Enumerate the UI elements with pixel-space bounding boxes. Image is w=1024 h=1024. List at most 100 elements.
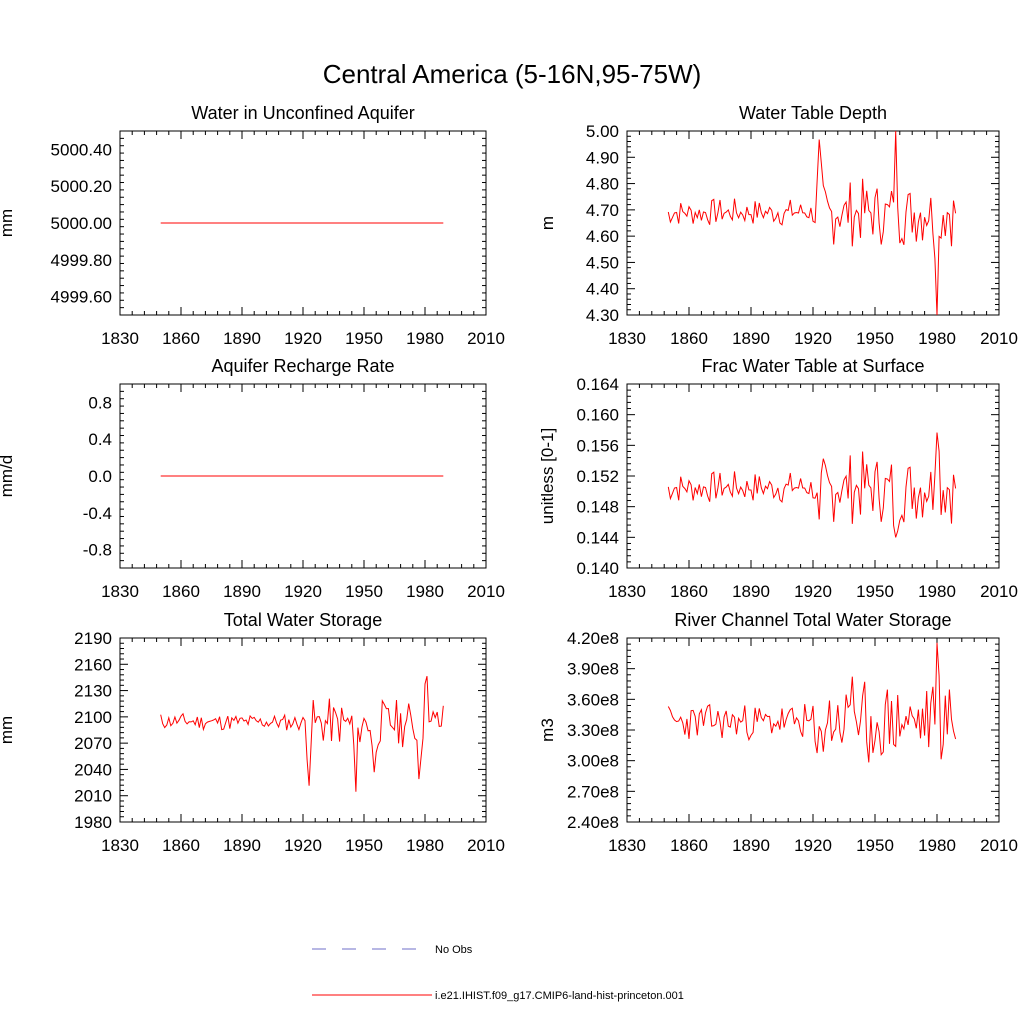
legend: No Obs i.e21.IHIST.f09_g17.CMIP6-land-hi…: [312, 944, 684, 1002]
y-tick-label: 2010: [74, 787, 112, 806]
panel-title: Total Water Storage: [224, 610, 382, 630]
x-tick-label: 1950: [856, 582, 894, 601]
y-tick-label: 0.148: [576, 498, 619, 517]
x-tick-label: 1830: [608, 329, 646, 348]
y-tick-label: 2070: [74, 734, 112, 753]
y-tick-label: 5000.20: [51, 177, 112, 196]
y-tick-label: -0.4: [83, 504, 112, 523]
y-tick-label: 5000.40: [51, 140, 112, 159]
x-tick-label: 1830: [101, 329, 139, 348]
x-tick-label: 2010: [980, 329, 1018, 348]
chart-panel-4: Frac Water Table at Surface 1830 1860 1890 1…: [538, 356, 1018, 601]
x-tick-label: 1950: [856, 836, 894, 855]
y-tick-label: 2.40e8: [567, 813, 619, 832]
y-tick-label: 5.00: [586, 122, 619, 141]
series-line: [667, 642, 957, 763]
panel-title: Aquifer Recharge Rate: [211, 356, 394, 376]
y-tick-label: 2130: [74, 682, 112, 701]
series-line: [667, 432, 957, 538]
y-tick-label: 2190: [74, 629, 112, 648]
x-tick-label: 1860: [670, 836, 708, 855]
chart-panel-2: Water Table Depth 1830 1860 1890 1920 1950 198…: [538, 103, 1018, 348]
y-tick-label: 5000.00: [51, 214, 112, 233]
y-tick-label: 2040: [74, 760, 112, 779]
x-tick-label: 1920: [794, 582, 832, 601]
panel-title: Water in Unconfined Aquifer: [191, 103, 414, 123]
y-axis-label: mm/d: [0, 455, 16, 498]
y-tick-label: 3.90e8: [567, 660, 619, 679]
legend-label-obs: No Obs: [435, 944, 473, 956]
x-tick-label: 2010: [467, 329, 505, 348]
y-tick-label: 4.50: [586, 253, 619, 272]
y-tick-label: 4.60: [586, 227, 619, 246]
y-tick-label: 4.40: [586, 280, 619, 299]
x-tick-label: 1890: [732, 329, 770, 348]
y-tick-label: 3.00e8: [567, 752, 619, 771]
x-tick-label: 1830: [608, 582, 646, 601]
y-tick-label: 0.144: [576, 528, 619, 547]
x-tick-label: 1950: [345, 836, 383, 855]
x-tick-label: 1920: [794, 329, 832, 348]
x-tick-label: 1890: [223, 836, 261, 855]
x-tick-label: 1980: [918, 329, 956, 348]
y-axis-label: m3: [538, 718, 557, 742]
y-tick-label: -0.8: [83, 541, 112, 560]
y-tick-label: 3.30e8: [567, 721, 619, 740]
x-tick-label: 1980: [918, 582, 956, 601]
chart-panel-5: Total Water Storage 1830 1860 1890 1920 1950 1…: [0, 610, 505, 855]
y-tick-label: 3.60e8: [567, 690, 619, 709]
x-tick-label: 2010: [980, 836, 1018, 855]
series-line: [667, 130, 957, 316]
y-tick-label: 4.90: [586, 148, 619, 167]
x-tick-label: 1890: [223, 329, 261, 348]
x-tick-label: 1890: [223, 582, 261, 601]
y-tick-label: 0.8: [88, 393, 112, 412]
legend-label-model: i.e21.IHIST.f09_g17.CMIP6-land-hist-prin…: [435, 990, 684, 1002]
plot-frame: [626, 637, 1000, 823]
x-tick-label: 2010: [467, 582, 505, 601]
y-tick-label: 4999.60: [51, 288, 112, 307]
panel-title: Water Table Depth: [739, 103, 887, 123]
chart-panel-6: River Channel Total Water Storage 1830 186…: [538, 610, 1018, 855]
x-tick-label: 1860: [670, 329, 708, 348]
y-tick-label: 0.152: [576, 467, 619, 486]
y-tick-label: 1980: [74, 813, 112, 832]
y-axis-label: mm: [0, 209, 16, 237]
y-tick-label: 2.70e8: [567, 782, 619, 801]
x-tick-label: 2010: [467, 836, 505, 855]
x-tick-label: 1860: [162, 582, 200, 601]
x-tick-label: 1890: [732, 836, 770, 855]
x-tick-label: 1920: [794, 836, 832, 855]
x-tick-label: 1890: [732, 582, 770, 601]
y-tick-label: 0.0: [88, 467, 112, 486]
chart-panel-3: Aquifer Recharge Rate 1830 1860 1890 1920 195…: [0, 356, 505, 601]
y-axis-label: unitless [0-1]: [538, 428, 557, 524]
series-line: [160, 675, 444, 792]
x-tick-label: 1830: [608, 836, 646, 855]
panel-title: River Channel Total Water Storage: [674, 610, 951, 630]
plot-frame: [626, 383, 1000, 569]
y-tick-label: 4.20e8: [567, 629, 619, 648]
panel-title: Frac Water Table at Surface: [701, 356, 924, 376]
x-tick-label: 1980: [918, 836, 956, 855]
y-tick-label: 0.156: [576, 436, 619, 455]
y-axis-label: m: [538, 216, 557, 230]
y-tick-label: 0.4: [88, 430, 112, 449]
x-tick-label: 1860: [670, 582, 708, 601]
y-tick-label: 2160: [74, 655, 112, 674]
chart-panel-1: Water in Unconfined Aquifer 1830 1860 1890 1…: [0, 103, 505, 348]
x-tick-label: 1830: [101, 836, 139, 855]
x-tick-label: 1950: [856, 329, 894, 348]
plot-frame: [119, 637, 487, 823]
figure-title: Central America (5-16N,95-75W): [323, 59, 702, 89]
x-tick-label: 2010: [980, 582, 1018, 601]
x-tick-label: 1920: [284, 329, 322, 348]
y-tick-label: 2100: [74, 708, 112, 727]
y-tick-label: 4.80: [586, 175, 619, 194]
x-tick-label: 1920: [284, 582, 322, 601]
x-tick-label: 1980: [406, 836, 444, 855]
x-tick-label: 1860: [162, 836, 200, 855]
plot-frame: [626, 130, 1000, 316]
x-tick-label: 1920: [284, 836, 322, 855]
